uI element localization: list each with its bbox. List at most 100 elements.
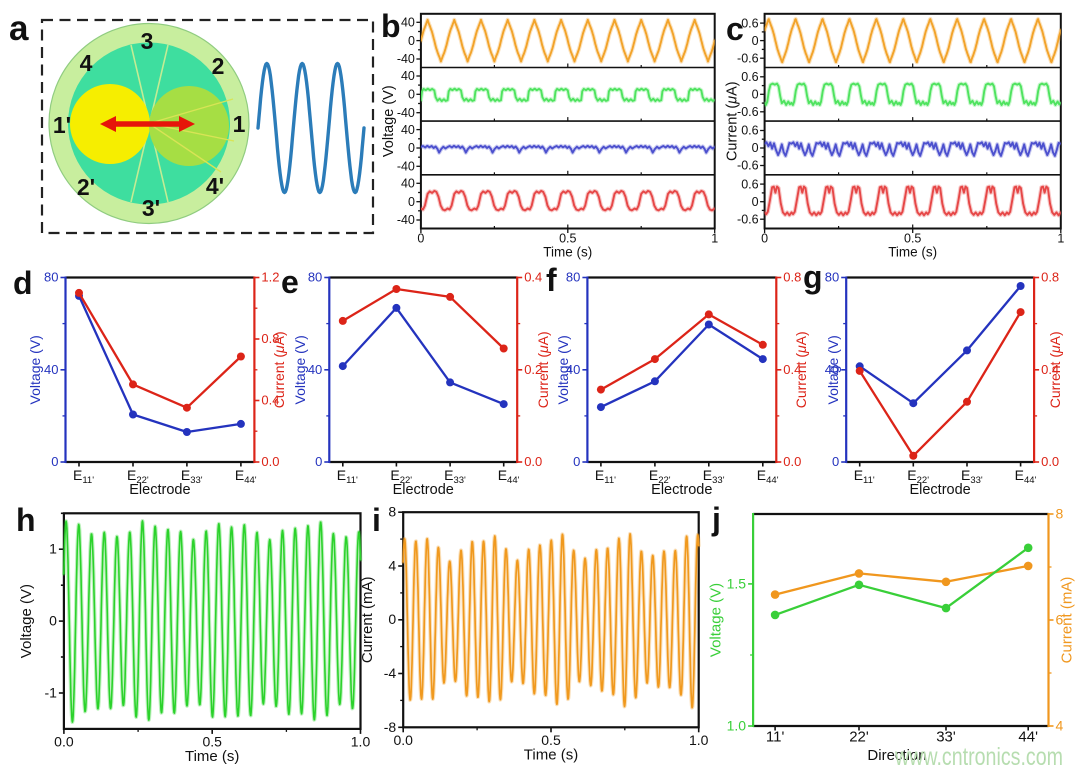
- svg-text:40: 40: [401, 16, 415, 30]
- svg-text:0.8: 0.8: [261, 331, 279, 346]
- svg-text:b: b: [381, 8, 401, 44]
- svg-text:0: 0: [51, 454, 58, 469]
- svg-text:Voltage (V): Voltage (V): [18, 584, 35, 658]
- svg-text:0.2: 0.2: [524, 362, 542, 377]
- svg-text:Current (μA): Current (μA): [535, 331, 551, 408]
- svg-text:Current (mA): Current (mA): [359, 576, 376, 663]
- svg-text:0.0: 0.0: [393, 732, 413, 748]
- svg-text:Electrode: Electrode: [393, 482, 454, 498]
- svg-text:0: 0: [408, 88, 415, 102]
- svg-text:f: f: [546, 262, 557, 298]
- svg-text:g: g: [803, 259, 823, 295]
- svg-text:-40: -40: [397, 106, 415, 120]
- svg-text:0.6: 0.6: [741, 177, 758, 191]
- svg-text:80: 80: [825, 270, 839, 285]
- svg-text:1.0: 1.0: [689, 732, 709, 748]
- svg-text:40: 40: [308, 362, 322, 377]
- svg-text:0: 0: [573, 454, 580, 469]
- svg-text:0: 0: [832, 454, 839, 469]
- svg-text:0.5: 0.5: [904, 231, 921, 245]
- svg-text:0.0: 0.0: [54, 733, 74, 749]
- svg-text:80: 80: [308, 270, 322, 285]
- svg-text:0.5: 0.5: [541, 732, 561, 748]
- svg-text:0.0: 0.0: [261, 454, 279, 469]
- svg-text:8: 8: [388, 504, 396, 520]
- svg-text:0.5: 0.5: [559, 231, 576, 245]
- svg-text:0: 0: [388, 611, 396, 627]
- svg-text:Voltage (V): Voltage (V): [825, 335, 841, 404]
- svg-text:Current (μA): Current (μA): [271, 331, 287, 408]
- svg-text:0.8: 0.8: [1041, 270, 1059, 285]
- svg-text:-0.6: -0.6: [737, 212, 759, 226]
- svg-text:0: 0: [408, 141, 415, 155]
- svg-text:0.4: 0.4: [783, 362, 801, 377]
- svg-text:0.0: 0.0: [524, 454, 542, 469]
- svg-text:1: 1: [711, 231, 718, 245]
- svg-text:4: 4: [80, 50, 93, 76]
- svg-text:0: 0: [752, 34, 759, 48]
- svg-text:1.5: 1.5: [727, 575, 747, 591]
- svg-text:11': 11': [766, 729, 785, 746]
- svg-text:4: 4: [388, 558, 396, 574]
- svg-text:40: 40: [401, 177, 415, 191]
- svg-text:-40: -40: [397, 160, 415, 174]
- svg-text:Current (μA): Current (μA): [793, 331, 809, 408]
- svg-text:1': 1': [53, 112, 71, 138]
- svg-text:Electrode: Electrode: [651, 482, 712, 498]
- svg-text:Time (s): Time (s): [524, 746, 578, 763]
- svg-text:Voltage (V): Voltage (V): [27, 335, 43, 404]
- svg-text:2': 2': [77, 174, 95, 200]
- svg-text:6: 6: [1056, 612, 1064, 628]
- svg-text:-0.6: -0.6: [737, 159, 759, 173]
- svg-text:0.8: 0.8: [783, 270, 801, 285]
- svg-text:4: 4: [1056, 718, 1064, 734]
- svg-text:-8: -8: [384, 719, 397, 735]
- svg-text:0: 0: [408, 195, 415, 209]
- svg-text:-1: -1: [44, 685, 57, 701]
- svg-text:-40: -40: [397, 52, 415, 66]
- svg-text:Voltage (V): Voltage (V): [708, 583, 725, 657]
- svg-text:-0.6: -0.6: [737, 51, 759, 65]
- svg-text:0: 0: [752, 88, 759, 102]
- svg-text:Voltage (V): Voltage (V): [555, 335, 571, 404]
- svg-text:33': 33': [936, 729, 956, 746]
- svg-text:Time (s): Time (s): [543, 245, 592, 260]
- svg-text:0: 0: [408, 34, 415, 48]
- svg-text:d: d: [13, 265, 33, 301]
- svg-text:44': 44': [1018, 729, 1038, 746]
- svg-text:c: c: [726, 11, 744, 47]
- svg-text:0: 0: [417, 231, 424, 245]
- svg-text:-40: -40: [397, 213, 415, 227]
- svg-text:0.6: 0.6: [741, 124, 758, 138]
- svg-text:40: 40: [401, 123, 415, 137]
- svg-text:Electrode: Electrode: [909, 482, 970, 498]
- svg-text:0: 0: [761, 231, 768, 245]
- svg-text:Current (μA): Current (μA): [725, 81, 741, 161]
- svg-text:0.4: 0.4: [1041, 362, 1059, 377]
- svg-text:1.2: 1.2: [261, 270, 279, 285]
- svg-text:www.cntronics.com: www.cntronics.com: [894, 743, 1063, 769]
- svg-text:j: j: [711, 501, 721, 537]
- svg-text:40: 40: [401, 69, 415, 83]
- svg-text:2: 2: [212, 53, 225, 79]
- svg-text:1.0: 1.0: [351, 733, 371, 749]
- svg-text:1.0: 1.0: [727, 718, 747, 734]
- svg-text:0.4: 0.4: [261, 393, 279, 408]
- svg-text:0.0: 0.0: [783, 454, 801, 469]
- svg-text:0: 0: [315, 454, 322, 469]
- svg-text:40: 40: [44, 362, 58, 377]
- svg-text:3': 3': [142, 195, 160, 221]
- svg-text:0.6: 0.6: [741, 70, 758, 84]
- svg-text:-0.6: -0.6: [737, 105, 759, 119]
- svg-text:0.4: 0.4: [524, 270, 542, 285]
- svg-text:1: 1: [49, 541, 57, 557]
- svg-text:0: 0: [752, 195, 759, 209]
- svg-text:80: 80: [44, 270, 58, 285]
- svg-text:Voltage (V): Voltage (V): [381, 85, 397, 157]
- svg-text:Direction: Direction: [867, 747, 926, 764]
- svg-text:0.5: 0.5: [202, 733, 222, 749]
- svg-text:0: 0: [752, 141, 759, 155]
- svg-text:i: i: [372, 502, 381, 538]
- svg-text:4': 4': [206, 173, 224, 199]
- svg-text:40: 40: [566, 362, 580, 377]
